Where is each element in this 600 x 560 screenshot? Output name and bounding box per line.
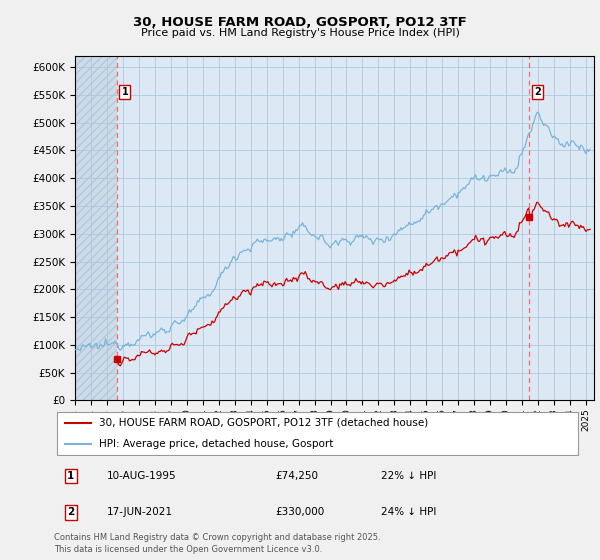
Text: £330,000: £330,000 (276, 507, 325, 517)
Text: 22% ↓ HPI: 22% ↓ HPI (382, 471, 437, 481)
Text: 30, HOUSE FARM ROAD, GOSPORT, PO12 3TF: 30, HOUSE FARM ROAD, GOSPORT, PO12 3TF (133, 16, 467, 29)
Text: £74,250: £74,250 (276, 471, 319, 481)
FancyBboxPatch shape (56, 412, 578, 455)
Text: Contains HM Land Registry data © Crown copyright and database right 2025.
This d: Contains HM Land Registry data © Crown c… (54, 533, 380, 554)
Text: 1: 1 (67, 471, 74, 481)
Text: 30, HOUSE FARM ROAD, GOSPORT, PO12 3TF (detached house): 30, HOUSE FARM ROAD, GOSPORT, PO12 3TF (… (99, 418, 428, 428)
Text: 10-AUG-1995: 10-AUG-1995 (107, 471, 176, 481)
Text: 17-JUN-2021: 17-JUN-2021 (107, 507, 173, 517)
Text: HPI: Average price, detached house, Gosport: HPI: Average price, detached house, Gosp… (99, 439, 333, 449)
Text: Price paid vs. HM Land Registry's House Price Index (HPI): Price paid vs. HM Land Registry's House … (140, 28, 460, 38)
Text: 1: 1 (121, 87, 128, 97)
Bar (75, 56, 116, 400)
Text: 2: 2 (67, 507, 74, 517)
Text: 2: 2 (534, 87, 541, 97)
Text: 24% ↓ HPI: 24% ↓ HPI (382, 507, 437, 517)
